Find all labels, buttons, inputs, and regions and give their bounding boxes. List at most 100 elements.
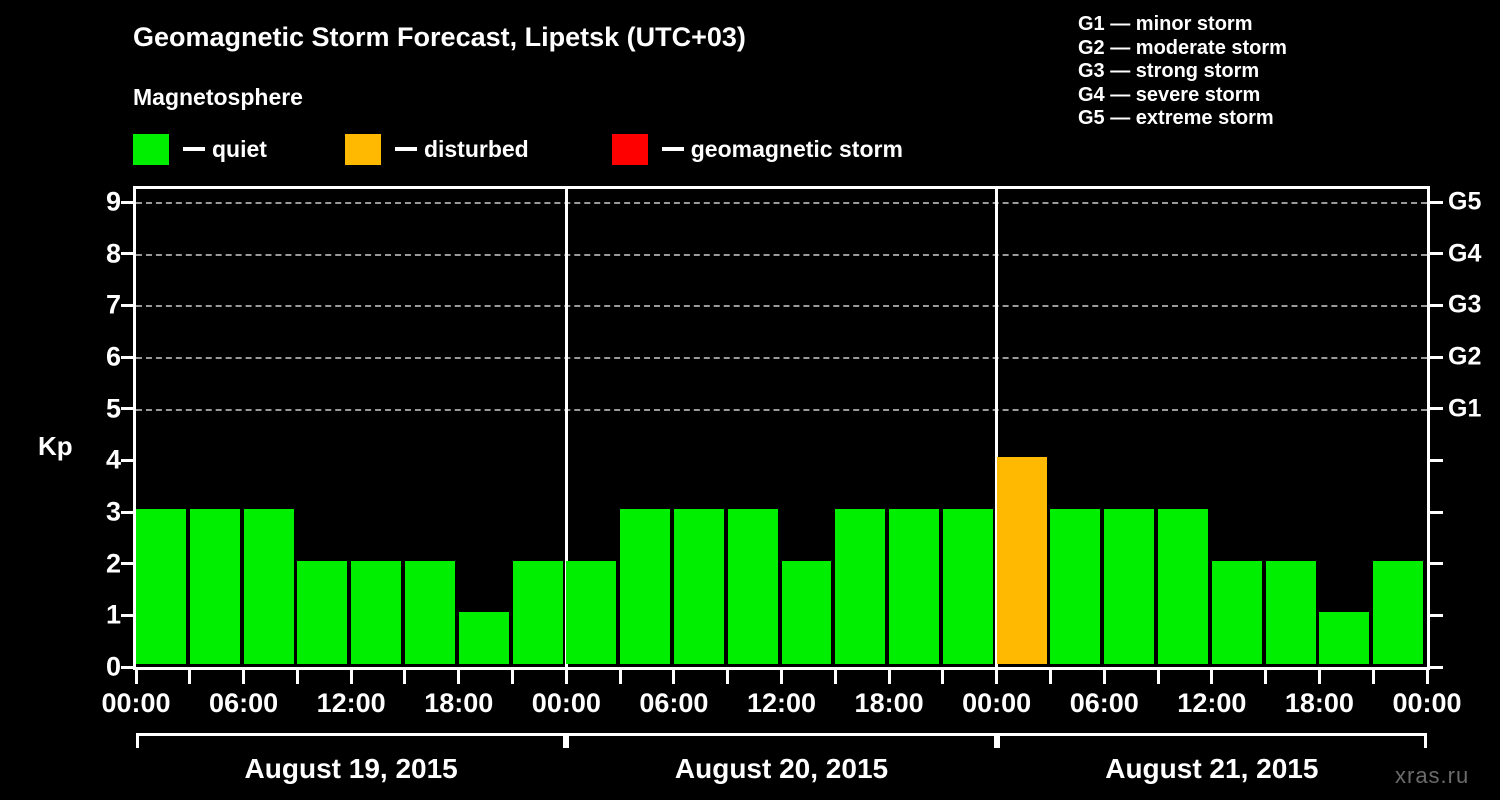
y-tick-9 xyxy=(121,200,133,204)
bar[interactable] xyxy=(620,509,671,664)
x-tick-5 xyxy=(403,667,407,684)
bar[interactable] xyxy=(243,509,294,664)
x-tick-4 xyxy=(349,667,353,684)
x-tick-21 xyxy=(1264,667,1268,684)
bar[interactable] xyxy=(566,560,617,664)
bar[interactable] xyxy=(351,560,402,664)
y-axis-label-8: 8 xyxy=(105,238,121,269)
x-tick-20 xyxy=(1210,667,1214,684)
x-tick-6 xyxy=(457,667,461,684)
bar[interactable] xyxy=(136,509,186,664)
right-tick-4 xyxy=(1430,458,1443,462)
green-square-icon xyxy=(133,133,169,165)
legend-entry: quiet xyxy=(133,133,267,165)
x-axis-label-2: 12:00 xyxy=(316,688,386,718)
y-axis-label-7: 7 xyxy=(105,289,121,320)
bar[interactable] xyxy=(189,509,240,664)
legend-dash-icon xyxy=(661,147,684,151)
x-tick-14 xyxy=(887,667,891,684)
bar[interactable] xyxy=(727,509,778,664)
x-tick-12 xyxy=(780,667,783,684)
y-axis-label-4: 4 xyxy=(105,444,121,475)
date-bracket-0 xyxy=(136,733,567,748)
y-tick-1 xyxy=(121,613,133,617)
bar[interactable] xyxy=(835,509,886,664)
x-tick-0 xyxy=(134,667,138,684)
bar[interactable] xyxy=(673,509,724,664)
y-tick-3 xyxy=(121,510,133,514)
page-title: Geomagnetic Storm Forecast, Lipetsk (UTC… xyxy=(133,22,746,52)
y-tick-6 xyxy=(121,355,133,359)
bar[interactable] xyxy=(1158,509,1209,664)
x-tick-11 xyxy=(726,667,730,684)
bar[interactable] xyxy=(781,560,832,664)
y-tick-4 xyxy=(121,458,133,462)
legend-dash-icon xyxy=(183,147,205,151)
x-axis-label-8: 00:00 xyxy=(962,688,1032,718)
bar[interactable] xyxy=(1211,560,1262,664)
y-axis-title: Kp xyxy=(38,431,73,461)
x-tick-19 xyxy=(1156,667,1160,684)
day-separator-1 xyxy=(564,186,568,667)
bar[interactable] xyxy=(1050,509,1101,664)
g-legend-row-g3: G3 — strong storm xyxy=(1078,60,1260,82)
x-tick-15 xyxy=(941,667,945,684)
right-tick-1 xyxy=(1430,613,1443,617)
bar[interactable] xyxy=(458,612,509,664)
legend-label: quiet xyxy=(212,135,267,162)
right-tick-2 xyxy=(1430,562,1443,566)
x-tick-2 xyxy=(242,667,246,684)
x-axis-label-10: 12:00 xyxy=(1177,688,1247,718)
right-tick-5 xyxy=(1430,407,1443,411)
gridline-kp-8 xyxy=(136,253,1427,256)
x-tick-9 xyxy=(618,667,622,684)
date-label-2: August 21, 2015 xyxy=(1105,753,1319,784)
g-axis-label-g5: G5 xyxy=(1448,187,1482,216)
right-tick-7 xyxy=(1430,303,1443,307)
day-separator-2 xyxy=(995,186,999,667)
bar[interactable] xyxy=(297,560,348,664)
y-tick-8 xyxy=(121,252,133,256)
x-axis-label-0: 00:00 xyxy=(101,688,171,718)
legend-label: geomagnetic storm xyxy=(690,135,903,162)
x-tick-7 xyxy=(511,667,515,684)
right-tick-3 xyxy=(1430,510,1443,514)
gridline-kp-5 xyxy=(136,408,1427,411)
gridline-kp-6 xyxy=(136,357,1427,359)
y-tick-2 xyxy=(121,562,133,566)
legend-entry: disturbed xyxy=(344,133,529,165)
x-axis-label-4: 00:00 xyxy=(531,688,601,718)
x-tick-8 xyxy=(564,667,568,684)
g-axis-label-g4: G4 xyxy=(1448,239,1482,268)
y-tick-7 xyxy=(121,303,133,307)
date-bracket-1 xyxy=(566,733,997,748)
right-tick-6 xyxy=(1430,355,1443,359)
bar[interactable] xyxy=(512,560,563,664)
bar[interactable] xyxy=(889,509,940,664)
legend-entry: geomagnetic storm xyxy=(611,133,903,165)
bar[interactable] xyxy=(1373,560,1424,664)
x-axis-label-9: 06:00 xyxy=(1069,688,1139,718)
x-tick-17 xyxy=(1048,667,1052,684)
bar[interactable] xyxy=(1265,560,1316,664)
bar[interactable] xyxy=(1319,612,1370,664)
watermark: xras.ru xyxy=(1395,763,1470,788)
g-legend-row-g1: G1 — minor storm xyxy=(1078,13,1253,35)
right-tick-0 xyxy=(1430,665,1443,669)
plot-area xyxy=(133,186,1430,670)
right-tick-9 xyxy=(1430,200,1443,204)
y-axis-label-5: 5 xyxy=(105,393,121,424)
orange-square-icon xyxy=(344,133,381,165)
red-square-icon xyxy=(611,133,648,165)
bar[interactable] xyxy=(404,560,455,664)
y-axis-label-3: 3 xyxy=(105,496,121,527)
y-axis-label-2: 2 xyxy=(105,548,121,579)
bar[interactable] xyxy=(1104,509,1155,664)
g-legend-row-g2: G2 — moderate storm xyxy=(1078,36,1287,59)
right-axis-line xyxy=(1427,186,1430,670)
x-axis-label-7: 18:00 xyxy=(854,688,924,718)
y-axis-label-9: 9 xyxy=(105,186,121,217)
bar[interactable] xyxy=(996,457,1047,664)
bar[interactable] xyxy=(942,509,993,664)
